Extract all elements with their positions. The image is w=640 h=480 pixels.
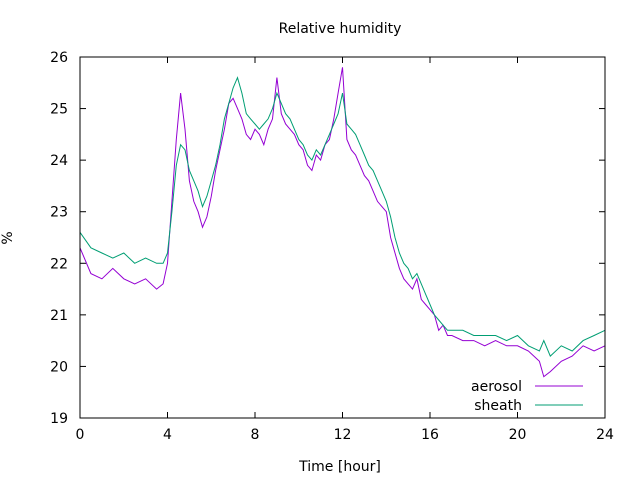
x-tick-label: 20 xyxy=(509,427,527,443)
y-tick-label: 22 xyxy=(50,256,68,272)
y-tick-label: 24 xyxy=(50,153,68,169)
y-axis-label: % xyxy=(0,231,16,244)
y-tick-label: 25 xyxy=(50,102,68,118)
plot-frame xyxy=(79,56,606,419)
x-tick-label: 4 xyxy=(163,427,172,443)
series-line-aerosol xyxy=(79,67,606,378)
series-lines xyxy=(79,67,606,378)
y-tick-label: 26 xyxy=(50,50,68,66)
legend-entry-aerosol: aerosol xyxy=(471,379,522,395)
axis-ticks: 0 4 8 12 16 20 24 19 20 21 22 23 24 25 26 xyxy=(50,50,614,443)
x-tick-label: 16 xyxy=(421,427,439,443)
chart-title: Relative humidity xyxy=(279,21,402,37)
x-tick-label: 12 xyxy=(334,427,352,443)
series-line-sheath xyxy=(79,76,606,357)
x-tick-label: 0 xyxy=(76,427,85,443)
x-tick-label: 8 xyxy=(251,427,260,443)
x-tick-label: 24 xyxy=(596,427,614,443)
y-tick-label: 19 xyxy=(50,411,68,427)
y-tick-label: 20 xyxy=(50,359,68,375)
legend-entry-sheath: sheath xyxy=(474,398,522,414)
legend: aerosol sheath xyxy=(471,379,583,414)
y-tick-label: 23 xyxy=(50,205,68,221)
x-axis-label: Time [hour] xyxy=(298,459,381,475)
y-tick-label: 21 xyxy=(50,308,68,324)
